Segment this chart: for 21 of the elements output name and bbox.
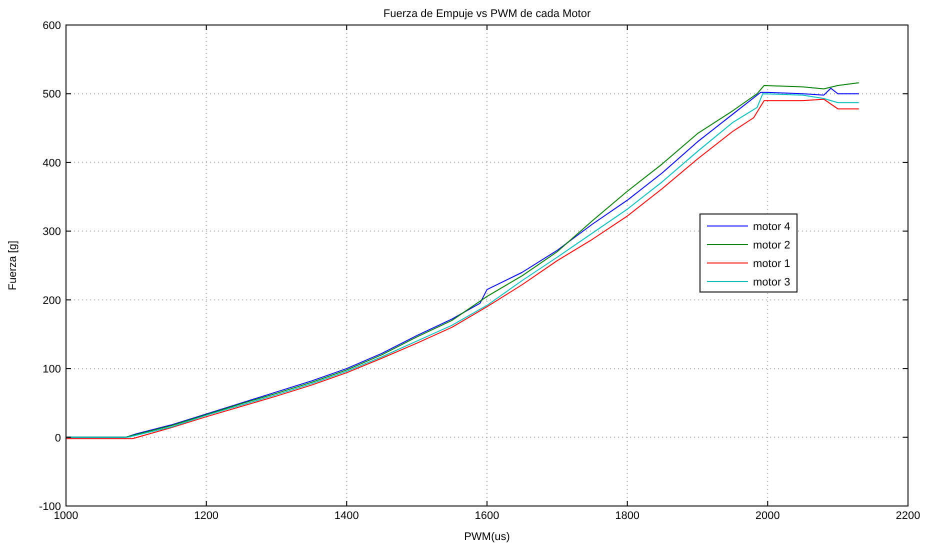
- y-tick-label: 100: [42, 364, 61, 376]
- x-tick-label: 1600: [474, 510, 500, 522]
- x-tick-label: 1400: [334, 510, 359, 522]
- x-axis-title: PWM(us): [464, 531, 510, 543]
- legend-label: motor 3: [753, 276, 790, 288]
- x-tick-label: 1000: [54, 510, 78, 522]
- x-tick-label: 2000: [755, 510, 780, 522]
- y-tick-label: 0: [54, 432, 61, 444]
- y-tick-label: 400: [42, 157, 61, 170]
- y-tick-label: 300: [42, 226, 61, 238]
- x-tick-label: 2200: [896, 510, 920, 522]
- legend-label: motor 1: [753, 258, 790, 270]
- legend-label: motor 2: [753, 240, 790, 252]
- x-tick-label: 1200: [194, 510, 219, 522]
- y-tick-label: 200: [42, 294, 61, 307]
- y-axis-title: Fuerza [g]: [7, 240, 19, 290]
- y-tick-label: 600: [42, 20, 61, 32]
- y-tick-label: 500: [42, 88, 61, 101]
- x-tick-label: 1800: [615, 510, 640, 522]
- chart-title: Fuerza de Empuje vs PWM de cada Motor: [383, 8, 591, 20]
- legend-label: motor 4: [753, 221, 790, 233]
